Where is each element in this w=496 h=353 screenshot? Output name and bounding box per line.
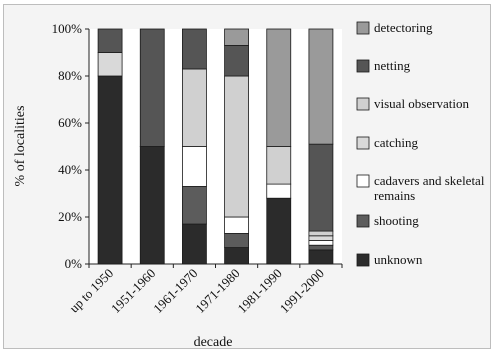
x-tick-label: 1961-1970	[150, 266, 200, 316]
bar-segment	[308, 235, 334, 241]
legend-swatch	[356, 136, 370, 150]
plot-area	[88, 29, 342, 265]
bar-segment	[266, 183, 292, 199]
bar-segment	[266, 146, 292, 185]
x-tick-label: 1971-1980	[192, 266, 242, 316]
bar-segment	[182, 146, 207, 187]
legend-label: detectoring	[374, 20, 433, 35]
x-tick-label: up to 1950	[66, 266, 116, 316]
legend-label: catching	[374, 135, 419, 150]
plot-background	[89, 29, 342, 264]
x-tick-label: 1951-1960	[108, 266, 158, 316]
bar-segment	[308, 249, 334, 265]
legend-label: cadavers and skeletal remains	[374, 173, 485, 203]
y-tick-label: 100%	[52, 21, 83, 36]
bar-segment	[224, 75, 249, 218]
x-axis-title: decade	[194, 335, 233, 350]
bar-segment	[182, 28, 207, 70]
bar-segment	[308, 28, 334, 145]
bar-segment	[97, 28, 123, 53]
bar-segment	[224, 216, 249, 234]
legend-label: shooting	[374, 213, 419, 228]
bar-segment	[97, 75, 123, 265]
x-tick-label: 1991-2000	[277, 266, 327, 316]
y-tick-label: 60%	[58, 115, 82, 130]
bar-segment	[97, 52, 123, 77]
bar-segment	[308, 230, 334, 237]
bar-segment	[266, 28, 292, 147]
y-tick-label: 40%	[58, 162, 82, 177]
x-axis-ticks: up to 19501951-19601961-19701971-1980198…	[66, 264, 343, 316]
bar-segment	[139, 28, 165, 147]
bar-segment	[224, 233, 249, 248]
legend-label: visual observation	[374, 96, 469, 111]
bar-segment	[224, 28, 249, 46]
y-axis-ticks: 0% 20% 40% 60% 80% 100%	[52, 21, 89, 271]
bar-segment	[182, 223, 207, 265]
bar-segment	[224, 45, 249, 77]
bar-segment	[266, 197, 292, 265]
legend-swatch	[356, 214, 370, 228]
bar-segment	[308, 244, 334, 251]
legend-swatch	[356, 59, 370, 73]
legend-swatch	[356, 253, 370, 267]
legend: detectoring netting visual observation catc…	[356, 20, 485, 267]
bars	[97, 28, 334, 265]
y-tick-label: 80%	[58, 68, 82, 83]
bar-segment	[308, 143, 334, 232]
legend-swatch	[356, 97, 370, 111]
x-tick-label: 1981-1990	[234, 266, 284, 316]
bar-segment	[224, 247, 249, 265]
y-tick-label: 0%	[65, 256, 83, 271]
legend-swatch	[356, 174, 370, 188]
legend-label: netting	[374, 58, 411, 73]
legend-label: unknown	[374, 252, 423, 267]
bar-segment	[182, 186, 207, 225]
y-axis-title: % of localities	[13, 106, 28, 187]
bar-segment	[182, 68, 207, 147]
bar-segment	[308, 240, 334, 246]
y-tick-label: 20%	[58, 209, 82, 224]
bar-segment	[139, 146, 165, 265]
legend-swatch	[356, 21, 370, 35]
